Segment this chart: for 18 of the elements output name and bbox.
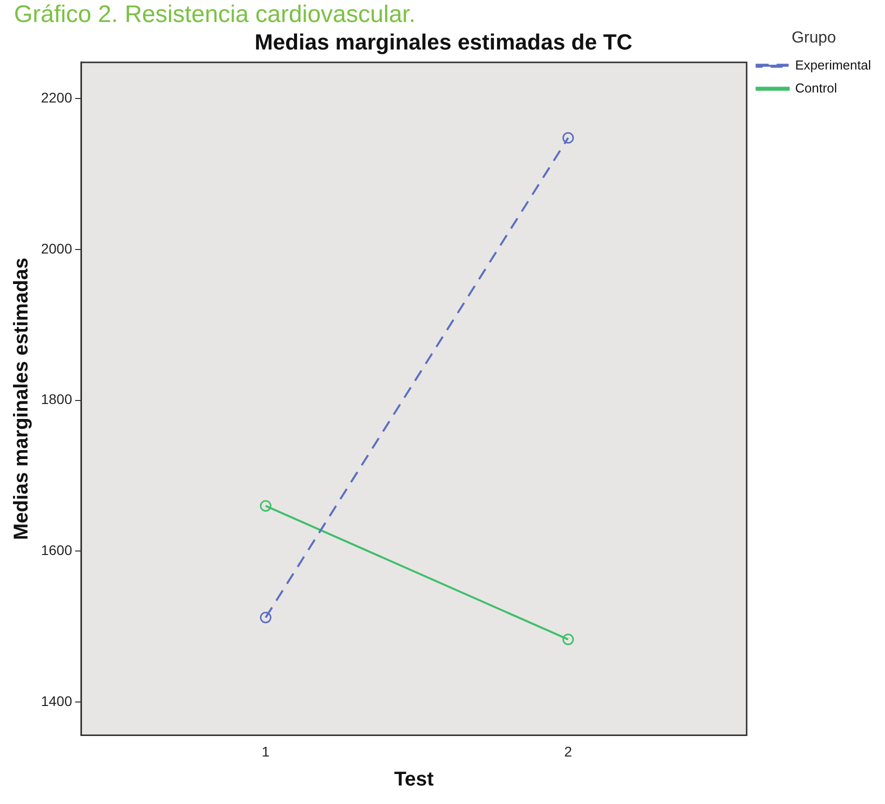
legend-label: Control — [795, 80, 838, 96]
chart-title: Medias marginales estimadas de TC — [254, 29, 633, 54]
y-tick-label: 2000 — [40, 240, 72, 256]
x-tick-label: 2 — [564, 743, 572, 760]
x-axis-title: Test — [394, 768, 434, 791]
point — [260, 500, 272, 512]
y-axis-title: Medias marginales estimadas — [10, 258, 33, 540]
legend-title: Grupo — [792, 29, 836, 46]
y-tick-label: 1600 — [40, 542, 72, 558]
point — [260, 612, 272, 624]
y-tick-label: 2200 — [40, 89, 72, 106]
point — [562, 634, 574, 646]
point — [562, 132, 574, 144]
x-tick-label: 1 — [262, 743, 270, 760]
text: Gráfico 2. Resistencia cardiovascular. — [13, 0, 417, 30]
y-tick-label: 1400 — [40, 692, 72, 709]
legend-label: Experimental — [795, 57, 872, 72]
y-tick-label: 1800 — [40, 391, 72, 408]
